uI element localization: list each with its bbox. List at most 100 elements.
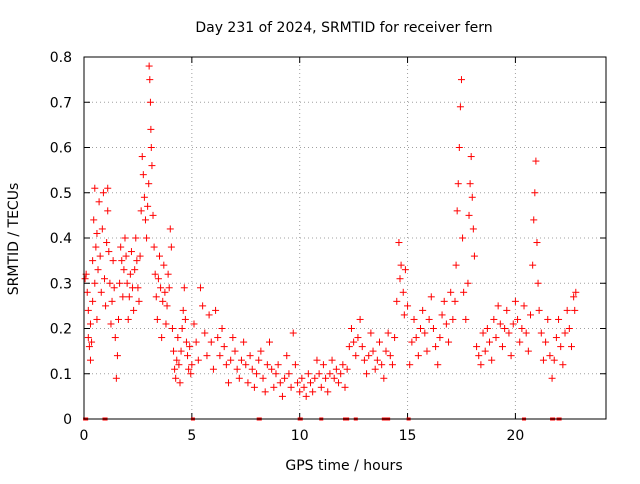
data-point [165,284,173,292]
data-point [186,343,194,351]
data-point [550,356,558,364]
data-point [227,356,235,364]
data-point [235,374,243,382]
data-point [452,261,460,269]
y-tick-label: 0.8 [50,50,72,66]
data-point [524,347,532,355]
data-point [454,180,462,188]
data-point [96,252,104,260]
data-point [278,392,286,400]
data-point [322,374,330,382]
data-points [81,62,580,421]
data-point [115,315,123,323]
data-point [146,98,154,106]
data-point [479,329,487,337]
data-point [339,361,347,369]
data-point [309,388,317,396]
data-point [132,234,140,242]
data-point [123,279,131,287]
data-point [544,315,552,323]
data-point [105,248,113,256]
data-point [154,275,162,283]
data-point [462,315,470,323]
data-point [126,270,134,278]
data-point [141,216,149,224]
data-point [209,365,217,373]
data-point [89,297,97,305]
data-point [99,189,107,197]
data-point [408,338,416,346]
x-tick-label: 20 [506,428,524,444]
data-point [319,361,327,369]
data-point [285,370,293,378]
data-point [168,325,176,332]
data-point [147,144,155,151]
data-point [317,383,325,391]
data-point [178,325,186,332]
data-point [220,343,228,351]
data-point [503,306,511,314]
data-point [172,374,180,382]
data-point [181,315,189,323]
data-point [257,347,265,355]
data-point [283,352,291,360]
data-point [171,365,179,373]
data-point [354,334,362,342]
data-point [304,370,312,378]
data-point [157,284,165,292]
data-point [146,76,154,84]
data-point [473,343,481,351]
data-point [313,356,321,364]
data-point [391,334,399,342]
data-point [152,293,160,301]
data-point [429,325,437,332]
data-point [520,302,528,310]
data-point [160,261,168,269]
data-point [386,352,394,360]
data-point [218,325,226,332]
data-point [93,229,101,237]
data-point [345,343,353,351]
data-point [445,338,453,346]
data-point [216,352,224,360]
data-point [412,334,420,342]
data-point [453,207,461,215]
data-point [107,320,115,328]
data-point [438,311,446,319]
data-point [376,338,384,346]
data-point [272,370,280,378]
data-point [248,365,256,373]
data-point [270,383,278,391]
data-point [501,325,509,332]
data-point [548,374,556,382]
data-point [298,374,306,382]
data-point [184,352,192,360]
data-point [406,361,414,369]
data-point [199,302,207,310]
data-point [229,334,237,342]
data-point [535,306,543,314]
y-tick-label: 0.5 [50,186,72,202]
data-point [90,216,98,224]
data-point [240,338,248,346]
data-point [110,284,118,292]
data-point [120,266,128,274]
data-point [134,284,142,292]
data-point [505,329,513,337]
data-point [268,365,276,373]
data-point [518,325,526,332]
x-tick-label: 5 [187,428,196,444]
data-point [546,352,554,360]
data-point [369,347,377,355]
data-point [113,352,121,360]
data-point [328,356,336,364]
data-point [365,352,373,360]
data-point [246,352,254,360]
data-point [539,356,547,364]
data-point [522,329,530,337]
data-point [108,297,116,305]
data-point [530,216,538,224]
data-point [486,338,494,346]
